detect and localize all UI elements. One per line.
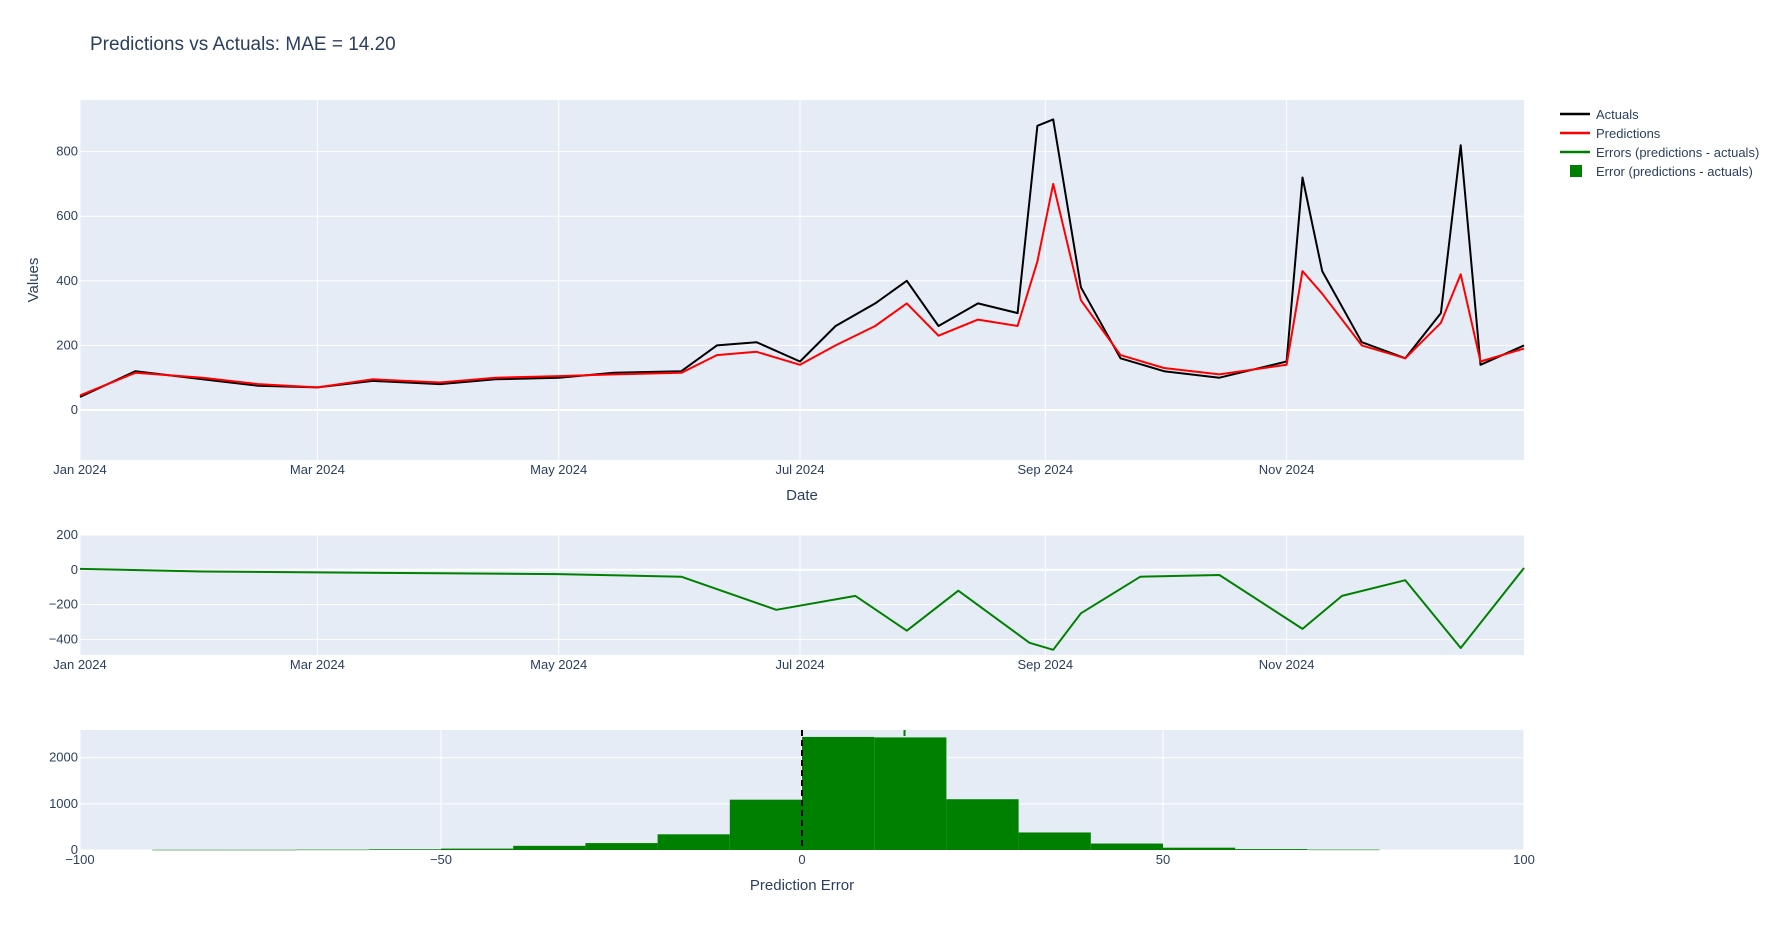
histogram-bar [1307, 849, 1380, 851]
histogram-bar [1163, 847, 1236, 850]
histogram-bar [441, 848, 514, 850]
error-y-tick-label: −200 [49, 597, 78, 612]
series-line-errors [79, 567, 1525, 651]
legend-item-actuals[interactable]: Actuals [1560, 107, 1639, 122]
main-y-tick-label: 0 [71, 402, 78, 417]
legend-label-actuals: Actuals [1596, 107, 1639, 122]
legend-label-predictions: Predictions [1596, 126, 1661, 141]
series-line-predictions [79, 182, 1525, 397]
error-y-ticks: −400 −200 0 200 [49, 527, 78, 646]
legend[interactable]: Actuals Predictions Errors (predictions … [1560, 107, 1759, 179]
histogram-x-tick-label: −50 [430, 852, 452, 867]
main-x-tick-label: Sep 2024 [1017, 462, 1073, 477]
histogram-bar [874, 737, 947, 850]
histogram-y-tick-label: 2000 [49, 750, 78, 765]
error-x-tick-label: May 2024 [530, 657, 587, 672]
histogram-y-tick-label: 0 [71, 842, 78, 857]
histogram-x-ticks: −100 −50 0 50 100 [65, 852, 1535, 867]
error-x-tick-label: Jul 2024 [775, 657, 824, 672]
main-plot-area [80, 100, 1524, 460]
histogram-x-tick-label: 50 [1156, 852, 1170, 867]
error-x-tick-label: Mar 2024 [290, 657, 345, 672]
histogram-bar [1090, 843, 1163, 850]
main-x-tick-label: Jul 2024 [775, 462, 824, 477]
histogram-bar [513, 845, 586, 850]
histogram-y-tick-label: 1000 [49, 796, 78, 811]
histogram-x-axis-title: Prediction Error [750, 877, 854, 894]
main-y-tick-label: 600 [56, 208, 78, 223]
chart-title: Predictions vs Actuals: MAE = 14.20 [90, 34, 396, 55]
histogram-bar [224, 849, 297, 851]
histogram-x-tick-label: 100 [1513, 852, 1535, 867]
legend-label-error-histogram: Error (predictions - actuals) [1596, 164, 1753, 179]
histogram-bar [296, 849, 369, 851]
error-x-ticks: Jan 2024 Mar 2024 May 2024 Jul 2024 Sep 2024… [53, 657, 1314, 672]
series-line-actuals [79, 118, 1525, 398]
main-x-tick-label: Jan 2024 [53, 462, 107, 477]
histogram-reference-lines [801, 730, 906, 850]
main-y-tick-label: 400 [56, 273, 78, 288]
legend-square-error [1570, 165, 1582, 177]
histogram-bar [802, 736, 875, 850]
histogram-bar [729, 799, 802, 850]
histogram-x-tick-label: 0 [798, 852, 805, 867]
legend-item-predictions[interactable]: Predictions [1560, 126, 1661, 141]
error-series-group [79, 567, 1525, 651]
error-y-tick-label: −400 [49, 631, 78, 646]
error-plot-area [80, 535, 1524, 655]
histogram-bar [585, 843, 658, 850]
main-y-ticks: 0 200 400 600 800 [56, 144, 78, 417]
error-y-tick-label: 200 [56, 527, 78, 542]
main-gridlines [79, 100, 1524, 460]
main-panel: 0 200 400 600 800 Jan 2024 Mar 2024 May 2024 Ju… [25, 100, 1525, 504]
histogram-bar [368, 849, 441, 850]
histogram-bar [1018, 832, 1091, 850]
legend-item-error-histogram[interactable]: Error (predictions - actuals) [1570, 164, 1753, 179]
legend-item-errors-line[interactable]: Errors (predictions - actuals) [1560, 145, 1759, 160]
error-x-tick-label: Nov 2024 [1259, 657, 1315, 672]
main-x-ticks: Jan 2024 Mar 2024 May 2024 Jul 2024 Sep 2024… [53, 462, 1314, 477]
main-x-tick-label: Nov 2024 [1259, 462, 1315, 477]
legend-label-errors-line: Errors (predictions - actuals) [1596, 145, 1759, 160]
main-y-tick-label: 200 [56, 337, 78, 352]
histogram-panel: 0 1000 2000 −100 −50 0 50 100 Prediction Error [49, 730, 1535, 894]
main-y-axis-title: Values [25, 258, 42, 303]
histogram-y-ticks: 0 1000 2000 [49, 750, 78, 857]
histogram-bar [1235, 849, 1308, 850]
error-panel: −400 −200 0 200 Jan 2024 Mar 2024 May 2024 Jul… [49, 527, 1525, 672]
error-gridlines [79, 534, 1524, 655]
main-y-tick-label: 800 [56, 144, 78, 159]
histogram-bars [152, 736, 1380, 851]
histogram-bar [657, 834, 730, 850]
histogram-bar [946, 799, 1019, 850]
main-series-group [79, 118, 1525, 398]
error-x-tick-label: Sep 2024 [1017, 657, 1073, 672]
error-x-tick-label: Jan 2024 [53, 657, 107, 672]
error-y-tick-label: 0 [71, 562, 78, 577]
histogram-bar [152, 849, 225, 851]
main-x-tick-label: May 2024 [530, 462, 587, 477]
main-x-axis-title: Date [786, 487, 818, 504]
main-x-tick-label: Mar 2024 [290, 462, 345, 477]
histogram-x-tick-label: −100 [65, 852, 94, 867]
